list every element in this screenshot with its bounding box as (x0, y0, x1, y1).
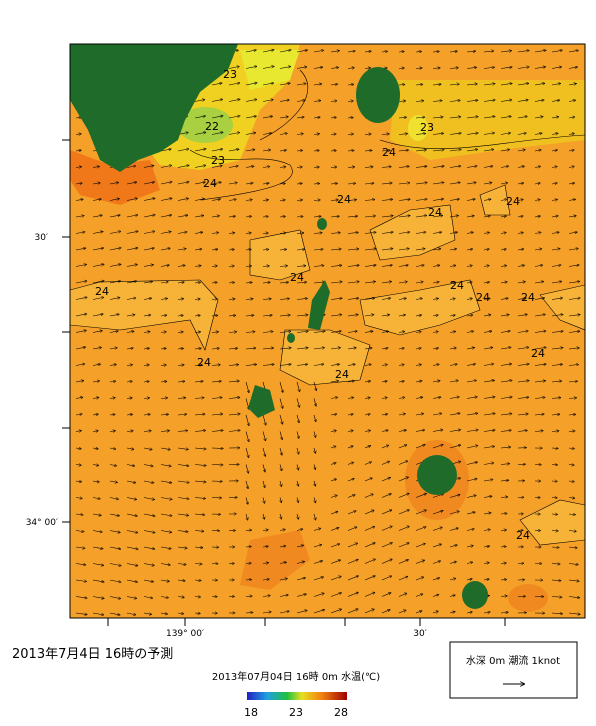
island (462, 581, 488, 609)
contour-label: 23 (211, 154, 225, 167)
hot-zone (508, 584, 548, 612)
contour-label: 24 (95, 285, 109, 298)
subtitle: 2013年07月04日 16時 0m 水温(℃) (212, 670, 380, 683)
contour-label: 22 (205, 120, 219, 133)
colorbar-tick: 18 (244, 706, 258, 719)
legend-box (450, 642, 577, 698)
contour-label: 23 (420, 121, 434, 134)
contour-label: 24 (203, 177, 217, 190)
legend-text: 水深 0m 潮流 1knot (466, 654, 560, 667)
island (287, 333, 295, 343)
lon-label: 139° 00′ (166, 629, 204, 639)
contour-label: 24 (516, 529, 530, 542)
map-area: 23 22 23 24 23 24 24 24 24 24 24 24 24 24 24 24 24 24 (70, 44, 585, 618)
contour-label: 24 (197, 356, 211, 369)
island (317, 218, 327, 230)
title: 2013年7月4日 16時の予測 (12, 647, 173, 662)
colorbar (247, 692, 347, 700)
contour-label: 24 (337, 193, 351, 206)
contour-label: 24 (428, 206, 442, 219)
colorbar-tick: 23 (289, 706, 303, 719)
lon-label: 30′ (413, 629, 427, 639)
contour-label: 24 (290, 271, 304, 284)
island (417, 455, 457, 495)
contour-label: 24 (335, 368, 349, 381)
contour-label: 23 (223, 68, 237, 81)
contour-label: 24 (476, 291, 490, 304)
lat-label: 30′ (35, 233, 49, 243)
lat-label: 34° 00′ (26, 518, 58, 528)
island (356, 67, 400, 123)
colorbar-tick: 28 (334, 706, 348, 719)
contour-label: 24 (450, 279, 464, 292)
contour-label: 24 (521, 291, 535, 304)
contour-label: 24 (382, 146, 396, 159)
contour-label: 24 (506, 195, 520, 208)
contour-label: 24 (531, 347, 545, 360)
